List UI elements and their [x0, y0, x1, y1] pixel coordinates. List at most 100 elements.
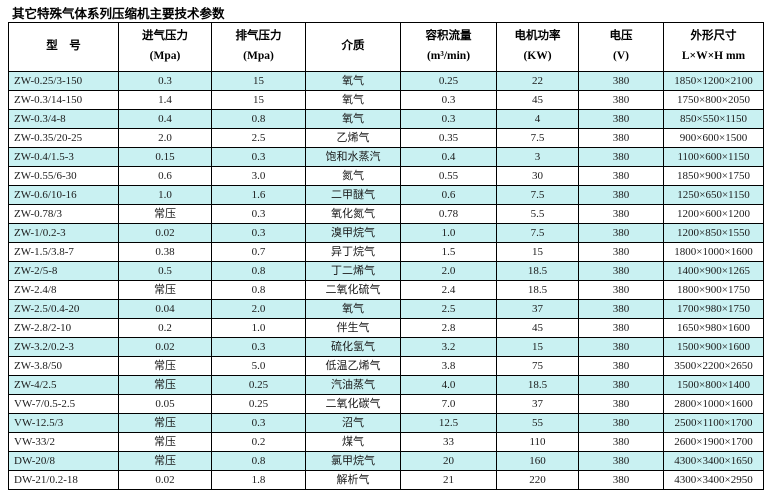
cell-inlet-pressure: 1.4 — [118, 90, 212, 110]
cell-medium: 煤气 — [305, 432, 401, 452]
table-row: ZW-0.78/3 常压 0.3 氧化氮气 0.78 5.5 380 1200×600×120… — [8, 204, 764, 224]
cell-volume-flow: 4.0 — [400, 375, 497, 395]
cell-outlet-pressure: 0.3 — [211, 223, 306, 243]
cell-medium: 饱和水蒸汽 — [305, 147, 401, 167]
cell-voltage: 380 — [578, 204, 664, 224]
cell-model: ZW-3.8/50 — [8, 356, 119, 376]
cell-voltage: 380 — [578, 185, 664, 205]
cell-motor-power: 110 — [496, 432, 579, 452]
cell-inlet-pressure: 0.04 — [118, 299, 212, 319]
cell-model: ZW-0.25/3-150 — [8, 71, 119, 91]
cell-voltage: 380 — [578, 299, 664, 319]
cell-medium: 二氧化碳气 — [305, 394, 401, 414]
spec-table-header: 型 号 进气压力 (Mpa) 排气压力 (Mpa) — [8, 22, 764, 72]
cell-voltage: 380 — [578, 337, 664, 357]
cell-medium: 氧气 — [305, 299, 401, 319]
table-row: ZW-0.4/1.5-3 0.15 0.3 饱和水蒸汽 0.4 3 380 1100×600×… — [8, 147, 764, 167]
cell-dimensions: 2600×1900×1700 — [663, 432, 764, 452]
cell-motor-power: 7.5 — [496, 185, 579, 205]
cell-motor-power: 220 — [496, 470, 579, 490]
cell-voltage: 380 — [578, 109, 664, 129]
table-row: ZW-3.8/50 常压 5.0 低温乙烯气 3.8 75 380 3500×2200×265… — [8, 356, 764, 376]
cell-motor-power: 18.5 — [496, 280, 579, 300]
cell-voltage: 380 — [578, 261, 664, 281]
cell-volume-flow: 0.55 — [400, 166, 497, 186]
col-header-outlet-pressure: 排气压力 (Mpa) — [211, 22, 306, 72]
table-row: ZW-0.3/4-8 0.4 0.8 氧气 0.3 4 380 850×550×1150 — [8, 109, 764, 129]
cell-volume-flow: 12.5 — [400, 413, 497, 433]
cell-voltage: 380 — [578, 318, 664, 338]
cell-medium: 氮气 — [305, 166, 401, 186]
cell-inlet-pressure: 常压 — [118, 451, 212, 471]
cell-voltage: 380 — [578, 223, 664, 243]
cell-motor-power: 45 — [496, 90, 579, 110]
cell-model: ZW-1/0.2-3 — [8, 223, 119, 243]
cell-volume-flow: 0.3 — [400, 90, 497, 110]
table-row: ZW-1.5/3.8-7 0.38 0.7 异丁烷气 1.5 15 380 1800×1000… — [8, 242, 764, 262]
cell-medium: 氧气 — [305, 71, 401, 91]
header-row: 型 号 进气压力 (Mpa) 排气压力 (Mpa) — [8, 22, 764, 72]
cell-voltage: 380 — [578, 413, 664, 433]
cell-inlet-pressure: 0.15 — [118, 147, 212, 167]
spec-table: 型 号 进气压力 (Mpa) 排气压力 (Mpa) — [8, 22, 764, 490]
header-line: (m³/min) — [426, 50, 471, 63]
cell-outlet-pressure: 3.0 — [211, 166, 306, 186]
cell-model: ZW-0.6/10-16 — [8, 185, 119, 205]
col-header-inlet-pressure: 进气压力 (Mpa) — [118, 22, 212, 72]
table-row: ZW-4/2.5 常压 0.25 汽油蒸气 4.0 18.5 380 1500×800×140… — [8, 375, 764, 395]
cell-inlet-pressure: 常压 — [118, 375, 212, 395]
cell-inlet-pressure: 常压 — [118, 280, 212, 300]
cell-model: ZW-4/2.5 — [8, 375, 119, 395]
cell-model: ZW-0.4/1.5-3 — [8, 147, 119, 167]
cell-inlet-pressure: 0.5 — [118, 261, 212, 281]
cell-dimensions: 1200×850×1550 — [663, 223, 764, 243]
cell-medium: 伴生气 — [305, 318, 401, 338]
cell-dimensions: 1800×900×1750 — [663, 280, 764, 300]
cell-inlet-pressure: 0.6 — [118, 166, 212, 186]
cell-outlet-pressure: 0.25 — [211, 394, 306, 414]
cell-outlet-pressure: 0.7 — [211, 242, 306, 262]
cell-medium: 丁二烯气 — [305, 261, 401, 281]
cell-motor-power: 18.5 — [496, 375, 579, 395]
header-line: 进气压力 — [142, 30, 188, 43]
cell-voltage: 380 — [578, 280, 664, 300]
cell-dimensions: 1850×1200×2100 — [663, 71, 764, 91]
cell-model: ZW-0.3/4-8 — [8, 109, 119, 129]
table-row: DW-21/0.2-18 0.02 1.8 解析气 21 220 380 4300×3400×… — [8, 470, 764, 490]
cell-model: ZW-1.5/3.8-7 — [8, 242, 119, 262]
cell-outlet-pressure: 0.3 — [211, 413, 306, 433]
cell-model: VW-7/0.5-2.5 — [8, 394, 119, 414]
col-header-voltage: 电压 (V) — [578, 22, 664, 72]
cell-model: DW-20/8 — [8, 451, 119, 471]
col-header-motor-power: 电机功率 (KW) — [496, 22, 579, 72]
cell-voltage: 380 — [578, 166, 664, 186]
cell-outlet-pressure: 0.3 — [211, 337, 306, 357]
header-line: (V) — [613, 50, 629, 63]
table-row: DW-20/8 常压 0.8 氯甲烷气 20 160 380 4300×3400×1650 — [8, 451, 764, 471]
table-row: ZW-0.25/3-150 0.3 15 氧气 0.25 22 380 1850×1200×2… — [8, 71, 764, 91]
cell-dimensions: 1200×600×1200 — [663, 204, 764, 224]
table-row: ZW-0.35/20-25 2.0 2.5 乙烯气 0.35 7.5 380 900×600×… — [8, 128, 764, 148]
header-line: (KW) — [523, 50, 552, 63]
cell-motor-power: 7.5 — [496, 223, 579, 243]
header-line: 电机功率 — [514, 30, 561, 43]
table-row: VW-7/0.5-2.5 0.05 0.25 二氧化碳气 7.0 37 380 2800×10… — [8, 394, 764, 414]
cell-volume-flow: 3.2 — [400, 337, 497, 357]
cell-model: DW-21/0.2-18 — [8, 470, 119, 490]
cell-motor-power: 4 — [496, 109, 579, 129]
cell-motor-power: 18.5 — [496, 261, 579, 281]
col-header-model: 型 号 — [8, 22, 119, 72]
cell-dimensions: 2500×1100×1700 — [663, 413, 764, 433]
cell-dimensions: 1100×600×1150 — [663, 147, 764, 167]
spec-table-body: ZW-0.25/3-150 0.3 15 氧气 0.25 22 380 1850×1200×2… — [8, 71, 764, 490]
cell-dimensions: 1400×900×1265 — [663, 261, 764, 281]
cell-outlet-pressure: 0.8 — [211, 261, 306, 281]
table-row: ZW-2.5/0.4-20 0.04 2.0 氧气 2.5 37 380 1700×980×1… — [8, 299, 764, 319]
table-row: ZW-2.4/8 常压 0.8 二氧化硫气 2.4 18.5 380 1800×900×175… — [8, 280, 764, 300]
header-line: 介质 — [341, 40, 365, 53]
page-title: 其它特殊气体系列压缩机主要技术参数 — [12, 7, 225, 21]
cell-dimensions: 1250×650×1150 — [663, 185, 764, 205]
cell-model: ZW-2.5/0.4-20 — [8, 299, 119, 319]
table-row: VW-12.5/3 常压 0.3 沼气 12.5 55 380 2500×1100×1700 — [8, 413, 764, 433]
